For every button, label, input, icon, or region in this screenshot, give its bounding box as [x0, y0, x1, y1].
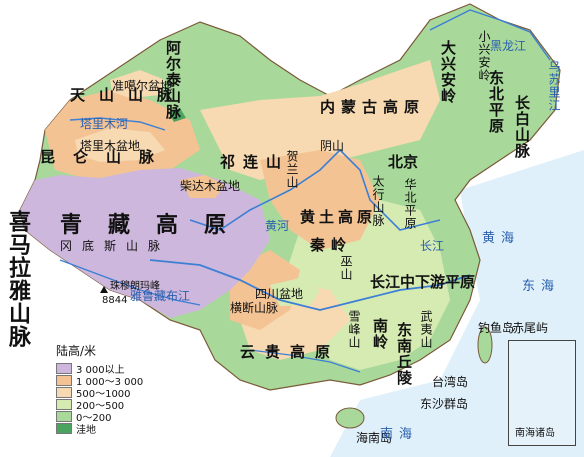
label-neimenggu: 内蒙古高原: [320, 98, 426, 116]
legend-swatch: [56, 422, 72, 434]
label-yarlung: 雅鲁藏布江: [130, 289, 191, 303]
label-tarim-basin: 塔里木盆地: [80, 139, 141, 153]
legend-item: 500～1000: [56, 386, 143, 400]
label-qingzang: 青藏高原: [60, 213, 253, 238]
label-taihang: 太行山脉: [371, 175, 385, 227]
pearl-river: [249, 349, 361, 373]
label-tianshan: 天山山脉: [70, 86, 187, 104]
inset-label: 南海诸岛: [515, 428, 555, 439]
elevation-legend: 陆高/米 3 000以上 1 000～3 000 500～1000 200～500 0～…: [56, 342, 144, 436]
legend-swatch: [56, 398, 72, 410]
junggar-basin-shape: [110, 70, 165, 98]
tarim-basin-shape: [75, 128, 165, 162]
label-beijing: 北京: [388, 153, 419, 171]
sichuan-basin-shape: [270, 278, 320, 306]
label-huangtu: 黄土高原: [300, 208, 377, 226]
legend-label: 1 000～3 000: [76, 376, 144, 388]
label-huabei: 华北平原: [403, 178, 417, 230]
label-helan: 贺兰山: [285, 150, 299, 189]
label-taiwan: 台湾岛: [432, 375, 469, 389]
legend-title: 陆高/米: [56, 344, 97, 358]
legend-item: 0～200: [56, 410, 143, 424]
elevation-500-1000: [200, 60, 440, 180]
label-yungui: 云贵高原: [240, 343, 341, 361]
heilongjiang-river: [429, 9, 551, 61]
label-kunlun: 昆仑山脉: [40, 148, 173, 166]
label-sichuan: 四川盆地: [255, 287, 304, 301]
label-junggar: 准噶尔盆地: [112, 79, 173, 93]
label-hainan: 海南岛: [356, 431, 393, 445]
legend-rows: 3 000以上 1 000～3 000 500～1000 200～500 0～200 洼地: [56, 362, 144, 436]
qaidam-basin-shape: [180, 175, 225, 198]
legend-label: 200～500: [76, 400, 125, 412]
label-qinling: 秦岭: [310, 236, 353, 254]
label-dong-hai: 东海: [522, 279, 561, 294]
label-qomolangma: 珠穆朗玛峰: [110, 281, 160, 292]
label-qilian: 祁连山: [220, 153, 290, 171]
legend-label: 500～1000: [76, 388, 131, 400]
label-yinshan: 阴山: [320, 139, 345, 153]
label-nanling: 南岭: [371, 318, 389, 350]
label-wushan: 巫山: [339, 255, 353, 281]
legend-item: 1 000～3 000: [56, 374, 144, 388]
legend-item: 200～500: [56, 398, 143, 412]
label-tarim-river: 塔里木河: [80, 117, 129, 131]
label-chiwei: 赤尾屿: [512, 321, 549, 335]
label-gangdise: 冈底斯山脉: [60, 239, 171, 253]
legend-label: 3 000以上: [76, 364, 125, 376]
label-changjiang-plain: 长江中下游平原: [370, 273, 476, 291]
yellow-river: [189, 148, 441, 231]
legend-swatch: [56, 362, 72, 374]
label-himalaya: 喜马拉雅山脉: [5, 210, 30, 348]
label-xiaoxinganling: 小兴安岭: [477, 30, 491, 82]
legend-item: 洼地: [56, 422, 143, 436]
label-dongsha: 东沙群岛: [420, 397, 469, 411]
legend-label: 洼地: [76, 424, 96, 436]
label-diaoyu: 钓鱼岛: [478, 321, 515, 335]
legend-swatch: [56, 386, 72, 398]
legend-swatch: [56, 410, 72, 422]
label-altai: 阿尔泰山脉: [164, 40, 182, 120]
tarim-river: [69, 117, 166, 131]
label-qomolangma-height: 8844: [102, 295, 128, 306]
label-dongbei: 东北平原: [487, 70, 505, 134]
yarlung-river: [59, 259, 201, 306]
label-wusulijiang: 乌苏里江: [547, 60, 561, 112]
label-xuefeng: 雪峰山: [347, 310, 361, 349]
peak-marker-icon: [100, 286, 108, 293]
south-sea-inset: 南海诸岛: [508, 340, 576, 446]
label-huang-hai: 黄海: [482, 231, 521, 246]
elevation-above-3000: [20, 168, 270, 318]
label-huanghe: 黄河: [265, 219, 290, 233]
turpan-depression: [168, 108, 186, 122]
elevation-1000-3000-loess: [260, 150, 380, 250]
label-qaidam: 柴达木盆地: [180, 179, 241, 193]
hainan-island-shape: [335, 407, 365, 429]
label-dongnan: 东南丘陵: [395, 322, 413, 386]
legend-swatch: [56, 374, 72, 386]
label-heilongjiang: 黑龙江: [490, 39, 527, 53]
label-nan-hai: 南海: [380, 427, 419, 442]
legend-label: 0～200: [76, 412, 112, 424]
legend-item: 3 000以上: [56, 362, 143, 376]
taiwan-island-shape: [477, 326, 493, 364]
label-wuyi: 武夷山: [419, 310, 433, 349]
label-daxinganling: 大兴安岭: [439, 40, 457, 104]
label-changbai: 长白山脉: [513, 95, 531, 159]
label-changjiang: 长江: [420, 239, 445, 253]
label-hengduan: 横断山脉: [230, 301, 279, 315]
yangtze-river: [149, 259, 471, 311]
